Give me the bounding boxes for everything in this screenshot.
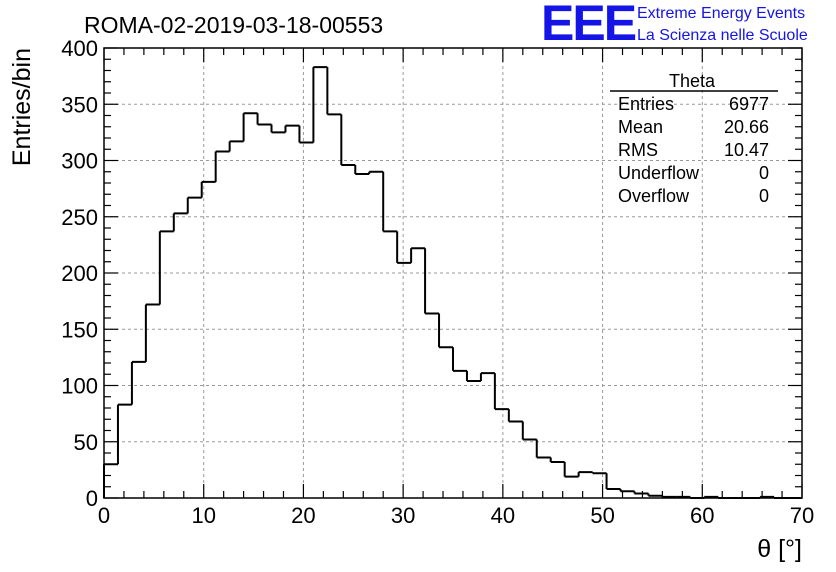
- stats-row-label: Underflow: [618, 163, 700, 183]
- y-tick-label: 300: [61, 149, 98, 174]
- stats-row-value: 0: [759, 186, 769, 206]
- stats-row-value: 20.66: [724, 117, 769, 137]
- y-axis-label: Entries/bin: [8, 48, 36, 166]
- stats-row-label: Overflow: [618, 186, 690, 206]
- stats-row-value: 0: [759, 163, 769, 183]
- x-tick-labels: 0 10 20 30 40 50 60 70: [98, 503, 814, 528]
- x-tick-label: 60: [690, 503, 714, 528]
- y-tick-label: 50: [74, 430, 98, 455]
- histogram-layer: [103, 66, 802, 499]
- stats-row-label: Mean: [618, 117, 663, 137]
- axis-ticks: [103, 47, 803, 499]
- stats-rows: Entries 6977 Mean 20.66 RMS 10.47 Underflow 0 Ov…: [618, 94, 769, 206]
- y-tick-label: 0: [86, 486, 98, 511]
- x-tick-label: 40: [491, 503, 515, 528]
- y-tick-label: 100: [61, 374, 98, 399]
- stats-box: Theta Entries 6977 Mean 20.66 RMS 10.47 Underf…: [610, 71, 778, 206]
- logo-line-1: Extreme Energy Events: [637, 5, 805, 22]
- grid-lines: [104, 48, 802, 498]
- y-tick-label: 350: [61, 92, 98, 117]
- y-tick-label: 200: [61, 261, 98, 286]
- stats-row-label: Entries: [618, 94, 674, 114]
- x-tick-label: 10: [191, 503, 215, 528]
- stats-box-title: Theta: [669, 71, 716, 91]
- stats-row-value: 10.47: [724, 140, 769, 160]
- x-tick-label: 0: [98, 503, 110, 528]
- x-tick-label: 30: [391, 503, 415, 528]
- y-tick-label: 250: [61, 205, 98, 230]
- stats-row-label: RMS: [618, 140, 658, 160]
- logo-mark: EEE: [541, 0, 636, 51]
- stats-row-value: 6977: [729, 94, 769, 114]
- y-tick-labels: 0 50 100 150 200 250 300 350 400: [61, 36, 98, 511]
- x-tick-label: 50: [590, 503, 614, 528]
- x-axis-label: θ [°]: [757, 535, 802, 563]
- x-tick-label: 70: [790, 503, 814, 528]
- y-tick-label: 400: [61, 36, 98, 61]
- y-tick-label: 150: [61, 317, 98, 342]
- chart-title: ROMA-02-2019-03-18-00553: [84, 12, 383, 38]
- logo-line-2: La Scienza nelle Scuole: [637, 27, 808, 44]
- eee-logo: EEE Extreme Energy Events La Scienza nel…: [541, 0, 808, 51]
- x-tick-label: 20: [291, 503, 315, 528]
